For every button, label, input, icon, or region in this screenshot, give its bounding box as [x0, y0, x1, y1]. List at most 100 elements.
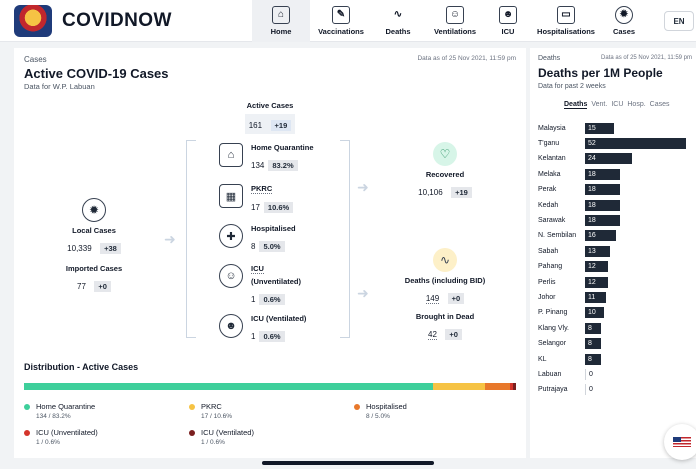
bid-label: Brought in Dead [415, 312, 475, 321]
pkrc-label[interactable]: PKRC [251, 184, 273, 194]
bar-row: Sarawak 18 [538, 214, 620, 226]
bar-row: Labuan 0 [538, 368, 599, 380]
tab-vent[interactable]: Vent. [591, 101, 608, 108]
legend-label: ICU (Ventilated) [201, 428, 254, 437]
icu-icon: ☻ [499, 6, 517, 24]
ventilator-icon: ☺ [446, 6, 464, 24]
tab-deaths[interactable]: Deaths [564, 101, 588, 109]
ventilator-icon: ☻ [219, 314, 243, 338]
bar: 18 [585, 199, 620, 211]
bar: 13 [585, 245, 611, 257]
home-quarantine-label: Home Quarantine [251, 143, 314, 152]
local-cases-label: Local Cases [72, 226, 116, 235]
icu-unventilated-stat: ☺ ICU (Unventilated) 1 0.6% [219, 264, 301, 307]
bar-row: Perak 18 [538, 184, 620, 196]
tab-vaccinations-label: Vaccinations [318, 27, 364, 36]
house-person-icon: ⌂ [219, 143, 243, 167]
bar-category-label: Johor [538, 293, 556, 301]
malaysia-flag-icon [673, 437, 691, 447]
legend-dot [24, 430, 30, 437]
tab-icu[interactable]: ICU [611, 101, 624, 108]
medical-cross-icon: ✚ [219, 224, 243, 248]
state-selector-button[interactable] [664, 424, 696, 460]
bar-row: P. Pinang 10 [538, 307, 605, 319]
bar-category-label: Malaysia [538, 124, 566, 132]
bar-category-label: Putrajaya [538, 386, 568, 394]
legend-dot [24, 404, 30, 411]
legend-value: 17 / 10.6% [201, 413, 233, 420]
bracket-right [340, 140, 350, 338]
tab-deaths[interactable]: ∿ Deaths [372, 0, 424, 42]
legend-home-quarantine: Home Quarantine 134 / 83.2% [24, 402, 95, 420]
deaths-stat: ∿ Deaths (including BID) 149 +0 Brought … [395, 248, 495, 342]
tab-cases[interactable]: Cases [649, 101, 670, 108]
local-cases-delta: +38 [100, 243, 121, 254]
metric-tabs: Deaths Vent. ICU Hosp. Cases [564, 101, 670, 109]
bar-category-label: Klang Vly. [538, 324, 569, 332]
recovered-stat: ♡ Recovered 10,106 +19 [395, 142, 495, 200]
home-icon: ⌂ [272, 6, 290, 24]
bar-row: Putrajaya 0 [538, 384, 599, 396]
distribution-title: Distribution - Active Cases [24, 362, 139, 372]
bar: 0 [585, 368, 599, 380]
bar: 12 [585, 276, 609, 288]
bar-category-label: P. Pinang [538, 309, 568, 317]
syringe-icon: ✎ [332, 6, 350, 24]
app-title[interactable]: COVIDNOW [62, 10, 172, 31]
legend-label: ICU (Unventilated) [36, 428, 98, 437]
tab-vaccinations[interactable]: ✎ Vaccinations [310, 0, 372, 42]
hospitalised-value: 8 [251, 242, 256, 251]
pulse-icon: ∿ [433, 248, 457, 272]
bar: 18 [585, 184, 620, 196]
bed-icon: ▭ [557, 6, 575, 24]
tab-home[interactable]: ⌂ Home [252, 0, 310, 42]
local-cases-stat: ✹ Local Cases 10,339 +38 Imported Cases … [54, 198, 134, 294]
arrow-right-icon: ➜ [357, 179, 369, 195]
imported-cases-delta: +0 [94, 281, 111, 292]
icu-unventilated-label-1[interactable]: ICU [251, 264, 264, 274]
malaysia-crest-logo[interactable] [14, 5, 52, 37]
tab-hospitalisations[interactable]: ▭ Hospitalisations [530, 0, 602, 42]
bar-row: T'ganu 52 [538, 137, 686, 149]
bar-category-label: Labuan [538, 370, 562, 378]
distribution-segment [510, 383, 514, 390]
language-select[interactable]: EN [664, 11, 694, 31]
bar-row: Klang Vly. 8 [538, 322, 601, 334]
panel-category: Deaths [538, 55, 561, 62]
icu-unventilated-label-2: (Unventilated) [251, 277, 302, 286]
distribution-segment [433, 383, 486, 390]
tab-cases[interactable]: ✹ Cases [602, 0, 646, 42]
tab-icu[interactable]: ☻ ICU [486, 0, 530, 42]
hospitalised-stat: ✚ Hospitalised 8 5.0% [219, 224, 296, 254]
nav-tabs: ⌂ Home ✎ Vaccinations ∿ Deaths ☺ Ventila… [252, 0, 646, 42]
deaths-delta: +0 [447, 293, 465, 304]
local-cases-value: 10,339 [67, 244, 92, 253]
bar-category-label: Melaka [538, 170, 561, 178]
bar: 8 [585, 338, 601, 350]
bar: 15 [585, 122, 615, 134]
tab-home-label: Home [270, 27, 292, 36]
bracket-left [186, 140, 196, 338]
active-cases-panel: Cases Data as of 25 Nov 2021, 11:59 pm A… [14, 48, 526, 458]
imported-cases-value: 77 [77, 282, 86, 291]
bar: 16 [585, 230, 617, 242]
bar: 11 [585, 291, 607, 303]
bar: 12 [585, 261, 609, 273]
data-timestamp: Data as of 25 Nov 2021, 11:59 pm [417, 55, 516, 62]
bar-category-label: Pahang [538, 263, 563, 271]
deaths-value[interactable]: 149 [425, 294, 440, 304]
bar-category-label: Kelantan [538, 155, 566, 163]
icu-ventilated-label: ICU (Ventilated) [251, 314, 307, 323]
home-quarantine-pct: 83.2% [268, 160, 298, 171]
tab-icu-label: ICU [501, 27, 515, 36]
home-indicator [262, 461, 434, 465]
bid-value[interactable]: 42 [428, 330, 437, 340]
tab-ventilations[interactable]: ☺ Ventilations [424, 0, 486, 42]
bar-row: Johor 11 [538, 291, 607, 303]
tab-ventilations-label: Ventilations [433, 27, 477, 36]
legend-label: Home Quarantine [36, 402, 96, 411]
bar-category-label: N. Sembilan [538, 232, 577, 240]
tab-hosp[interactable]: Hosp. [627, 101, 646, 108]
legend-icu-unventilated: ICU (Unventilated) 1 / 0.6% [24, 428, 98, 446]
pkrc-stat: ▦ PKRC 17 10.6% [219, 184, 294, 215]
